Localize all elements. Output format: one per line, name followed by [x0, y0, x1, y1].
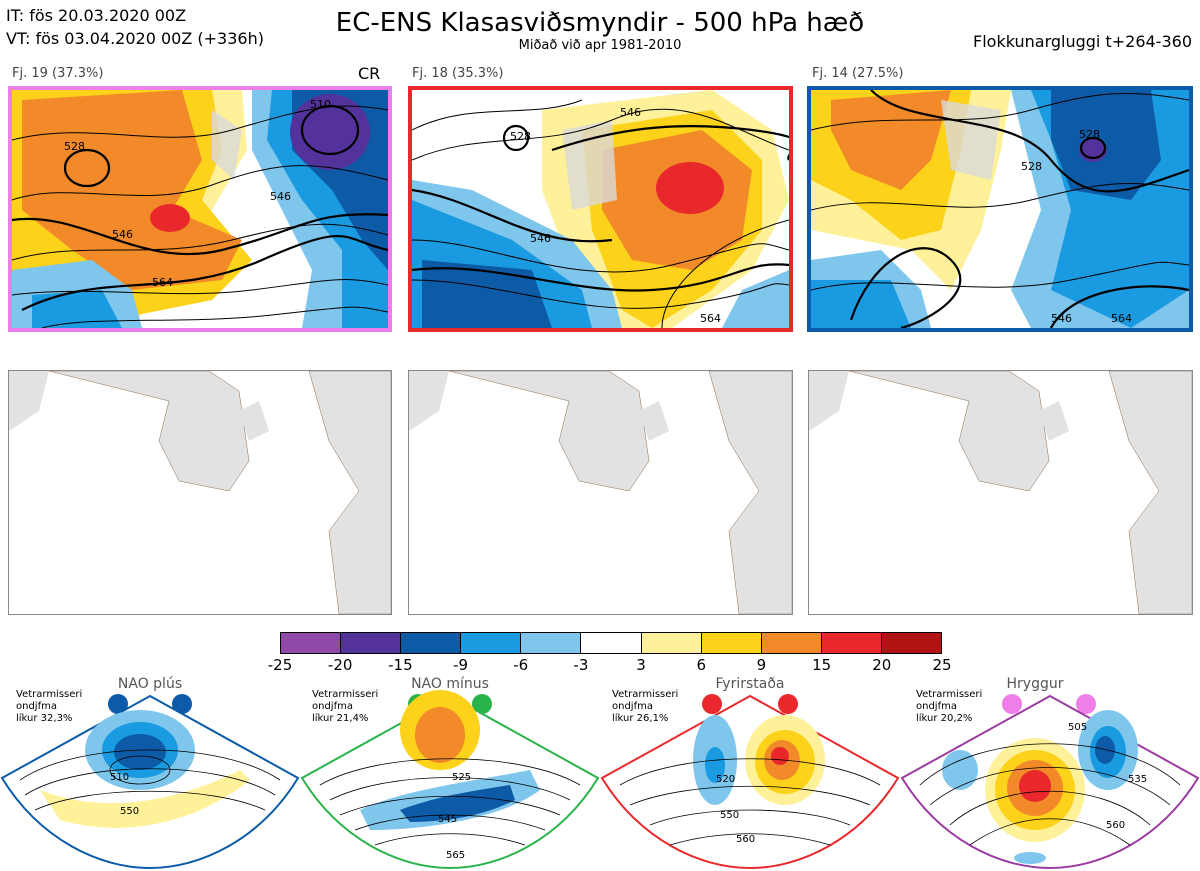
contour-label: 565 [446, 850, 465, 861]
contour-label: 505 [1068, 722, 1087, 733]
contour-label: 546 [270, 190, 291, 203]
contour-label: 528 [64, 140, 85, 153]
colorbar-segment [761, 633, 822, 653]
colorbar-tick-label: 9 [756, 656, 767, 674]
contour-label: 546 [530, 232, 551, 245]
colorbar-segment [461, 633, 522, 653]
colorbar-tick-label: -9 [453, 656, 469, 674]
regime-marker-dot [1002, 694, 1022, 714]
empty-map-1 [8, 370, 392, 615]
page-subtitle: Miðað við apr 1981-2010 [518, 38, 682, 53]
regime-marker-dot [472, 694, 492, 714]
colorbar [280, 632, 942, 654]
regime-info: Vetrarmisseri ondjfma líkur 20,2% [916, 689, 983, 724]
regime-title: NAO plús [117, 676, 183, 692]
initial-time: IT: fös 20.03.2020 00Z [6, 6, 187, 25]
classification-window: Flokkunargluggi t+264-360 [973, 32, 1192, 51]
colorbar-tick-label: -20 [327, 656, 353, 674]
regime-title: Hryggur [1006, 676, 1064, 692]
contour-label: 550 [720, 810, 739, 821]
contour-label: 564 [700, 312, 721, 325]
colorbar-tick-label: -25 [267, 656, 293, 674]
contour-label: 510 [310, 98, 331, 111]
colorbar-tick-label: -3 [573, 656, 589, 674]
contour-label: 510 [110, 772, 129, 783]
contour-label: 560 [736, 834, 755, 845]
colorbar-segment [641, 633, 702, 653]
contour-label: 564 [1111, 312, 1132, 325]
regime-title: Fyrirstaða [715, 676, 785, 692]
colorbar-tick-label: -15 [388, 656, 413, 674]
cluster-label-2: Fj. 18 (35.3%) [412, 66, 504, 81]
valid-time: VT: fös 03.04.2020 00Z (+336h) [6, 29, 264, 48]
contour-label: 525 [452, 772, 471, 783]
colorbar-segment [701, 633, 762, 653]
cluster-label-3: Fj. 14 (27.5%) [812, 66, 904, 81]
colorbar-tick-label: 6 [696, 656, 707, 674]
regime-marker-dot [778, 694, 798, 714]
regime-info: Vetrarmisseri ondjfma líkur 21,4% [312, 689, 379, 724]
regime-info: Vetrarmisseri ondjfma líkur 26,1% [612, 689, 679, 724]
regime-title: NAO mínus [411, 676, 489, 692]
contour-label: 546 [1051, 312, 1072, 325]
colorbar-segment [281, 633, 342, 653]
cluster-label-1: Fj. 19 (37.3%) [12, 66, 104, 81]
colorbar-segment [881, 633, 942, 653]
cluster-map-1[interactable]: 528 546 546 564 510 [8, 86, 392, 332]
contour-label: 528 [510, 130, 531, 143]
contour-label: 564 [152, 276, 173, 289]
contour-label: 545 [438, 814, 457, 825]
colorbar-segment [521, 633, 582, 653]
contour-label: 520 [716, 774, 735, 785]
colorbar-tick-label: 25 [932, 656, 952, 674]
regime-marker-dot [1076, 694, 1096, 714]
contour-label: 528 [1079, 128, 1100, 141]
regime-info: Vetrarmisseri ondjfma líkur 32,3% [16, 689, 83, 724]
colorbar-segment [821, 633, 882, 653]
empty-map-3 [808, 370, 1193, 615]
contour-label: 535 [1128, 774, 1147, 785]
cluster-map-3[interactable]: 528 528 546 564 [807, 86, 1193, 332]
contour-label: 546 [112, 228, 133, 241]
regime-marker-dot [108, 694, 128, 714]
regime-marker-dot [702, 694, 722, 714]
header-info: IT: fös 20.03.2020 00Z VT: fös 03.04.202… [6, 4, 264, 50]
colorbar-segment [401, 633, 462, 653]
colorbar-tick-label: 20 [872, 656, 892, 674]
contour-label: 550 [120, 806, 139, 817]
cluster-map-2[interactable]: 528 546 546 564 [408, 86, 793, 332]
cluster-tag-1: CR [358, 64, 381, 83]
regime-marker-dot [172, 694, 192, 714]
colorbar-segment [581, 633, 642, 653]
contour-label: 546 [620, 106, 641, 119]
colorbar-tick-label: 3 [636, 656, 646, 674]
colorbar-tick-label: -6 [513, 656, 529, 674]
contour-label: 560 [1106, 820, 1125, 831]
empty-map-2 [408, 370, 793, 615]
page-title: EC-ENS Klasasviðsmyndir - 500 hPa hæð [335, 8, 865, 38]
colorbar-tick-label: 15 [812, 656, 832, 674]
colorbar-segment [341, 633, 402, 653]
contour-label: 528 [1021, 160, 1042, 173]
